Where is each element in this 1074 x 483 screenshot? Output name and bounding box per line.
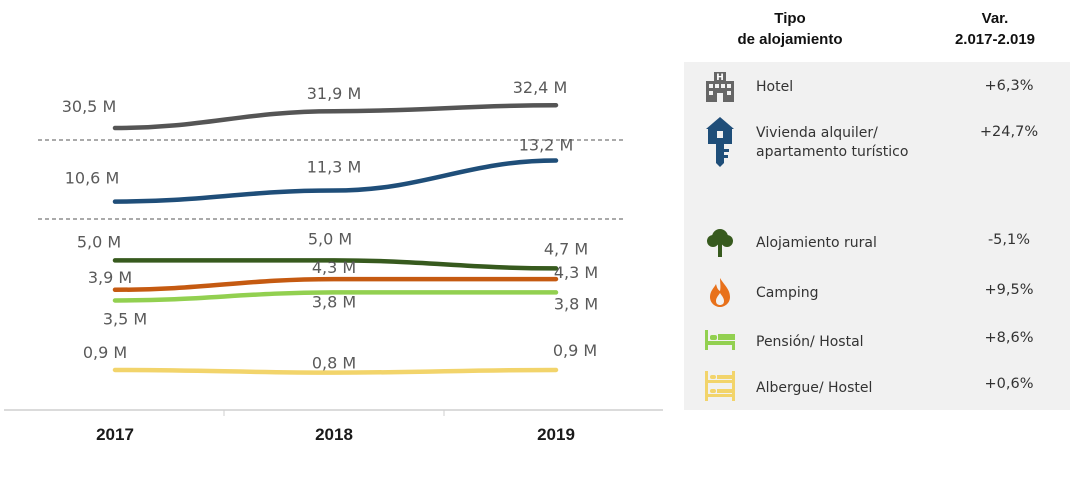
series-line-hotel: [112, 102, 559, 131]
data-label-hotel-2017: 30,5 M: [62, 97, 117, 116]
row-name: Albergue/ Hostel: [756, 380, 873, 396]
row-variation: +0,6%: [984, 376, 1034, 392]
row-variation: +9,5%: [984, 282, 1034, 298]
series-lines: [112, 102, 559, 375]
header-var-line2: 2.017-2.019: [954, 31, 1036, 48]
bunk-bed-icon: [704, 367, 736, 405]
row-name: Vivienda alquiler/ apartamento turístico: [756, 124, 908, 162]
svg-text:H: H: [716, 73, 724, 83]
value-labels: 30,5 M 31,9 M 32,4 M 10,6 M 11,3 M 13,2 M 5,0 …: [62, 78, 598, 372]
table-header: Tipo de alojamiento Var. 2.017-2.019: [690, 6, 1070, 58]
row-name: Pensión/ Hostal: [756, 334, 864, 350]
data-label-rural-2018: 5,0 M: [308, 229, 352, 248]
data-label-pension-2019: 3,8 M: [554, 294, 598, 313]
tree-icon: [704, 224, 736, 262]
row-name: Alojamiento rural: [756, 235, 877, 251]
header-type-line1: Tipo: [774, 10, 806, 27]
header-variation: Var. 2.017-2.019: [930, 8, 1060, 50]
accommodation-table: H Hotel +6,3% Vivienda alqu: [684, 62, 1070, 410]
table-row-rural: Alojamiento rural -5,1%: [684, 224, 1070, 264]
row-variation: -5,1%: [987, 232, 1031, 248]
table-row-camping: Camping +9,5%: [684, 273, 1070, 313]
row-name-line2: apartamento turístico: [756, 144, 909, 160]
house-key-icon: [704, 116, 736, 168]
header-type: Tipo de alojamiento: [700, 8, 880, 50]
row-name: Hotel: [756, 79, 794, 95]
x-tick-label-2017: 2017: [96, 425, 134, 444]
table-row-vivienda: Vivienda alquiler/ apartamento turístico…: [684, 116, 1070, 168]
row-name: Camping: [756, 285, 819, 301]
row-variation: +6,3%: [984, 78, 1034, 94]
data-label-rural-2017: 5,0 M: [77, 232, 121, 251]
x-tick-label-2018: 2018: [315, 425, 353, 444]
data-label-albergue-2019: 0,9 M: [553, 341, 597, 360]
data-label-albergue-2018: 0,8 M: [312, 354, 356, 373]
row-variation: +8,6%: [984, 330, 1034, 346]
data-label-albergue-2017: 0,9 M: [83, 343, 127, 362]
row-variation: +24,7%: [979, 124, 1039, 140]
data-label-vivienda-2018: 11,3 M: [307, 158, 362, 177]
series-line-vivienda: [112, 158, 559, 204]
data-label-camping-2018: 4,3 M: [312, 258, 356, 277]
series-line-pension: [112, 290, 559, 303]
x-tick-label-2019: 2019: [537, 425, 575, 444]
data-label-vivienda-2019: 13,2 M: [519, 136, 574, 155]
data-label-pension-2018: 3,8 M: [312, 292, 356, 311]
data-label-pension-2017: 3,5 M: [103, 309, 147, 328]
data-label-camping-2019: 4,3 M: [554, 263, 598, 282]
x-axis: 2017 2018 2019: [4, 409, 663, 444]
series-line-rural: [112, 258, 559, 271]
bed-icon: [704, 321, 736, 359]
data-label-rural-2019: 4,7 M: [544, 239, 588, 258]
series-line-camping: [112, 276, 559, 293]
axis-break-lines: [38, 139, 626, 220]
line-chart: 30,5 M 31,9 M 32,4 M 10,6 M 11,3 M 13,2 M 5,0 …: [4, 78, 663, 444]
header-type-line2: de alojamiento: [737, 31, 843, 48]
table-row-hotel: H Hotel +6,3%: [684, 68, 1070, 108]
table-row-albergue: Albergue/ Hostel +0,6%: [684, 367, 1070, 407]
data-label-hotel-2019: 32,4 M: [513, 78, 568, 97]
data-label-camping-2017: 3,9 M: [88, 268, 132, 287]
table-row-pension: Pensión/ Hostal +8,6%: [684, 321, 1070, 361]
data-label-hotel-2018: 31,9 M: [307, 84, 362, 103]
data-label-vivienda-2017: 10,6 M: [65, 169, 120, 188]
hotel-icon: H: [704, 68, 736, 106]
fire-icon: [704, 273, 736, 311]
header-var-line1: Var.: [981, 10, 1009, 27]
row-name-line1: Vivienda alquiler/: [756, 125, 878, 141]
series-line-albergue: [112, 367, 559, 375]
